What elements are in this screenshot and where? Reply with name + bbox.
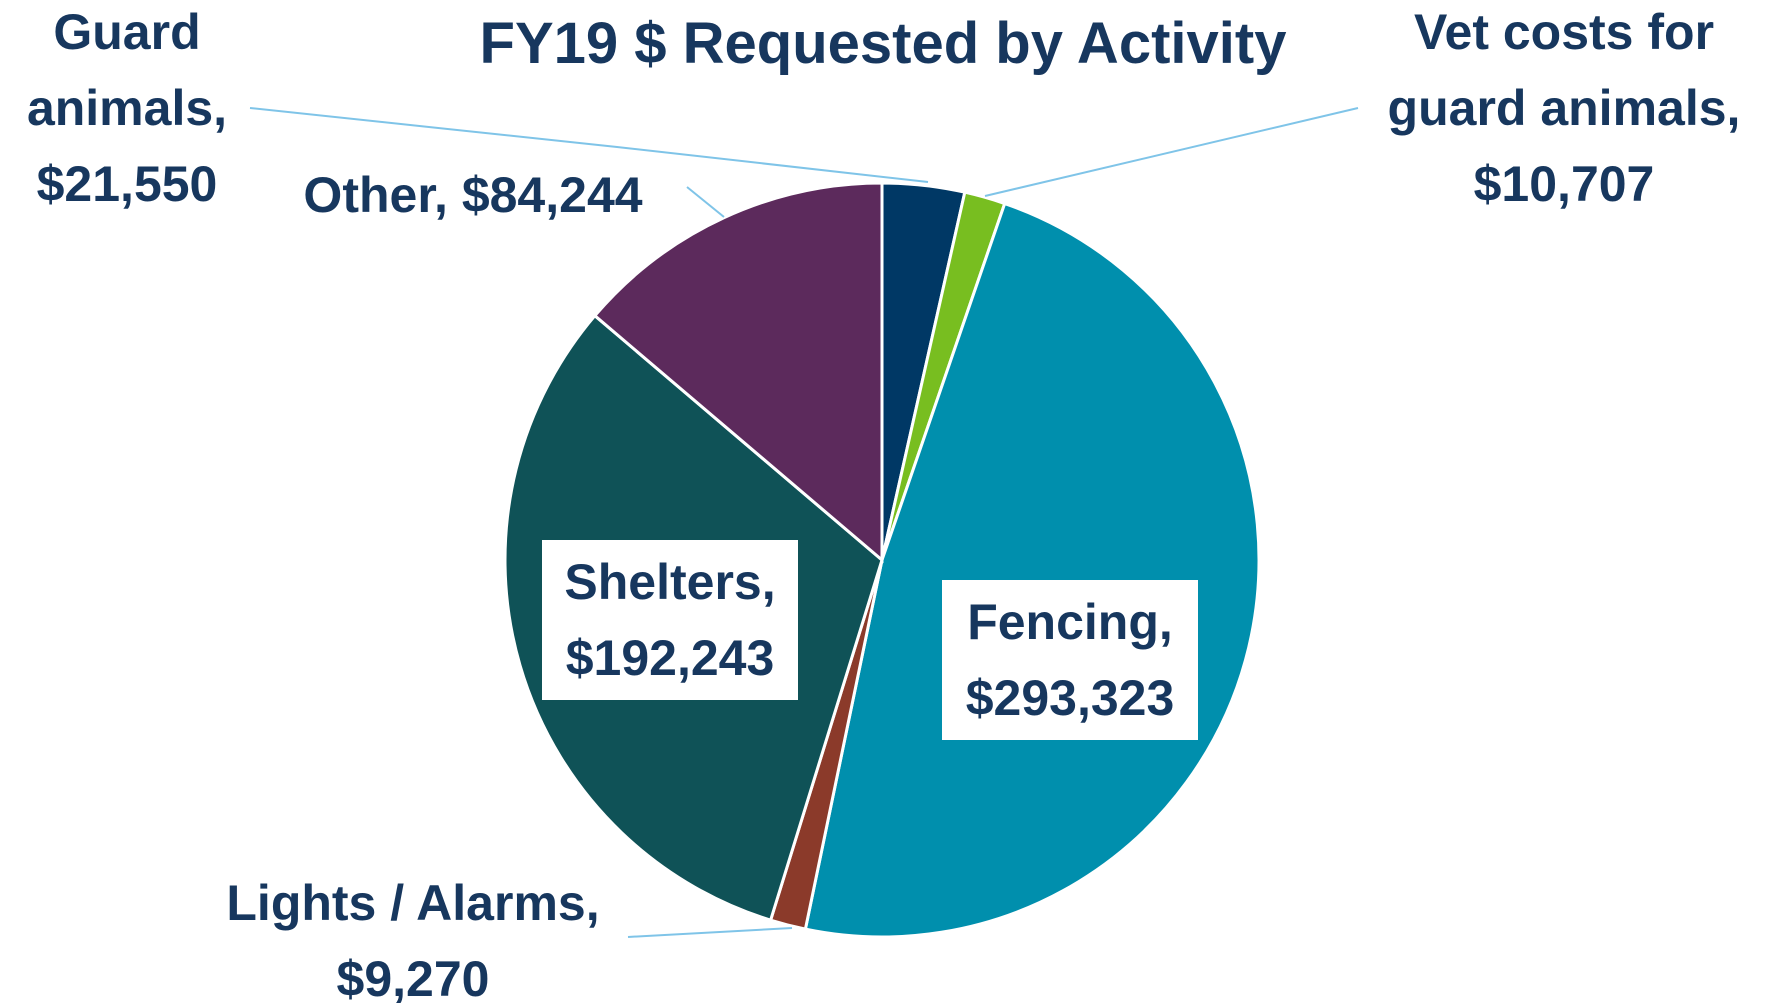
data-label: Lights / Alarms, $9,270 bbox=[183, 865, 643, 1003]
category-label: Other, bbox=[303, 167, 448, 223]
category-label: Shelters, bbox=[564, 554, 776, 610]
data-label: Shelters, $192,243 bbox=[542, 540, 798, 700]
data-label: Guard animals, $21,550 bbox=[2, 0, 252, 222]
pie-slice bbox=[592, 181, 884, 564]
category-label: Fencing, bbox=[967, 594, 1173, 650]
value-label: $293,323 bbox=[965, 670, 1175, 726]
pie-slice bbox=[803, 201, 1261, 939]
data-label: Vet costs for guard animals, $10,707 bbox=[1369, 0, 1759, 222]
value-label: $9,270 bbox=[336, 951, 490, 1003]
category-label: Lights / Alarms, bbox=[226, 875, 600, 931]
leader-line bbox=[984, 107, 1359, 197]
value-label: $21,550 bbox=[36, 156, 218, 212]
value-label: $84,244 bbox=[461, 167, 643, 223]
data-label: Fencing, $293,323 bbox=[942, 580, 1198, 740]
leader-line bbox=[249, 107, 929, 183]
value-label: $192,243 bbox=[565, 630, 775, 686]
leader-line bbox=[686, 186, 725, 218]
data-label: Other, $84,244 bbox=[303, 157, 642, 233]
category-label: Vet costs for guard animals, bbox=[1387, 4, 1741, 136]
category-label: Guard animals, bbox=[26, 4, 228, 136]
chart-title: FY19 $ Requested by Activity bbox=[479, 11, 1287, 76]
value-label: $10,707 bbox=[1473, 156, 1655, 212]
leader-line bbox=[627, 927, 793, 938]
